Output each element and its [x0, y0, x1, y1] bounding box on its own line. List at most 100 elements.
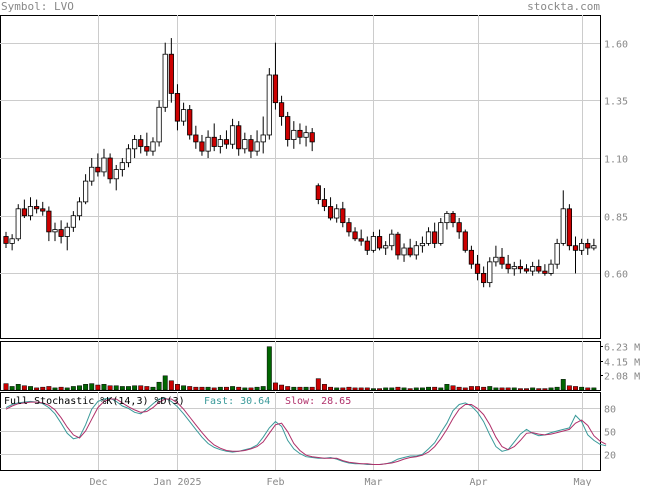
volume-bar: [487, 386, 493, 391]
volume-bar: [370, 388, 376, 391]
candle-body: [193, 134, 199, 143]
volume-bar: [254, 386, 260, 391]
volume-bar: [205, 386, 211, 391]
volume-bar: [272, 382, 278, 391]
volume-bar: [119, 386, 125, 391]
candle-body: [585, 243, 591, 249]
volume-bars: [3, 346, 597, 391]
volume-bar: [9, 386, 15, 391]
candle-body: [383, 245, 389, 249]
candle-body: [474, 263, 481, 274]
volume-bar: [585, 387, 591, 391]
volume-bar: [83, 384, 89, 391]
stochastic-lines: [5, 397, 607, 465]
volume-bar: [156, 381, 162, 391]
volume-bar: [499, 387, 505, 391]
x-tick-label: Jan 2025: [153, 477, 201, 486]
candle-body: [542, 270, 548, 274]
volume-bar: [3, 383, 9, 391]
volume-bar: [340, 387, 346, 391]
volume-bar: [279, 384, 285, 391]
volume-bar: [199, 386, 205, 391]
volume-bar: [364, 387, 370, 391]
candle-body: [217, 139, 223, 147]
volume-bar: [34, 387, 40, 391]
candle-body: [517, 266, 523, 270]
candle-body: [511, 266, 517, 270]
candle-body: [260, 134, 266, 143]
candle-body: [76, 201, 83, 217]
volume-bar: [132, 385, 138, 391]
volume-bar: [297, 386, 303, 391]
volume-bar: [101, 384, 107, 391]
volume-bar: [505, 387, 511, 391]
candle-body: [205, 136, 211, 152]
candle-body: [303, 132, 309, 138]
candle-body: [297, 129, 303, 138]
volume-bar: [144, 386, 150, 391]
candle-body: [15, 208, 21, 240]
volume-bar: [334, 387, 340, 391]
candle-body: [358, 238, 364, 242]
volume-bar: [395, 386, 401, 391]
candle-body: [315, 185, 321, 200]
candle-body: [101, 157, 107, 173]
candle-body: [548, 263, 554, 274]
volume-bar: [126, 386, 131, 391]
candle-body: [413, 245, 419, 256]
volume-bar: [432, 386, 438, 391]
candle-body: [199, 141, 205, 152]
candle-body: [162, 53, 168, 108]
volume-tick-label: 6.23 M: [604, 343, 640, 354]
candle-body: [211, 136, 217, 147]
candle-body: [450, 213, 456, 224]
candle-body: [223, 139, 230, 145]
volume-bar: [260, 386, 266, 391]
candle-body: [52, 229, 58, 233]
candle-body: [3, 236, 9, 244]
volume-bar: [175, 384, 180, 391]
candle-body: [340, 208, 346, 224]
volume-bar: [211, 387, 217, 391]
candle-body: [493, 256, 499, 263]
volume-bar: [236, 386, 242, 391]
stochastic-tick-label: 20: [604, 451, 616, 462]
candle-body: [352, 231, 358, 240]
stochastic-fast-value: Fast: 30.64: [204, 396, 271, 407]
candle-body: [566, 208, 572, 247]
candle-body: [272, 74, 279, 104]
volume-bar: [456, 386, 462, 391]
volume-bar: [15, 384, 21, 391]
volume-bar: [40, 386, 46, 391]
price-tick-label: 0.60: [604, 270, 628, 281]
volume-bar: [481, 386, 487, 391]
volume-tick-label: 4.15 M: [604, 358, 640, 369]
volume-bar: [517, 388, 523, 391]
candle-body: [376, 236, 383, 249]
stochastic-tick-label: 50: [604, 428, 616, 439]
volume-bar: [95, 384, 101, 391]
candle-body: [505, 263, 511, 270]
candle-body: [536, 266, 542, 272]
volume-bar: [419, 387, 425, 391]
volume-bar: [401, 387, 407, 391]
volume-bar: [444, 384, 450, 391]
candle-body: [560, 208, 566, 244]
volume-bar: [58, 386, 64, 391]
x-tick-label: Feb: [266, 477, 284, 486]
axis-labels: Dec Jan 2025 Feb Mar Apr May 0.60 0.85 1.10 1.35 1…: [89, 40, 640, 486]
candle-body: [432, 231, 438, 244]
volume-bar: [193, 386, 199, 391]
candle-body: [579, 243, 585, 251]
volume-bar: [291, 386, 297, 391]
volume-bar: [21, 385, 27, 391]
candle-body: [174, 93, 181, 122]
candle-body: [248, 139, 254, 152]
candle-body: [407, 247, 413, 256]
candle-body: [425, 231, 432, 244]
volume-bar: [530, 387, 536, 391]
x-tick-label: Mar: [364, 477, 382, 486]
candle-body: [327, 206, 334, 219]
candle-body: [572, 245, 579, 251]
